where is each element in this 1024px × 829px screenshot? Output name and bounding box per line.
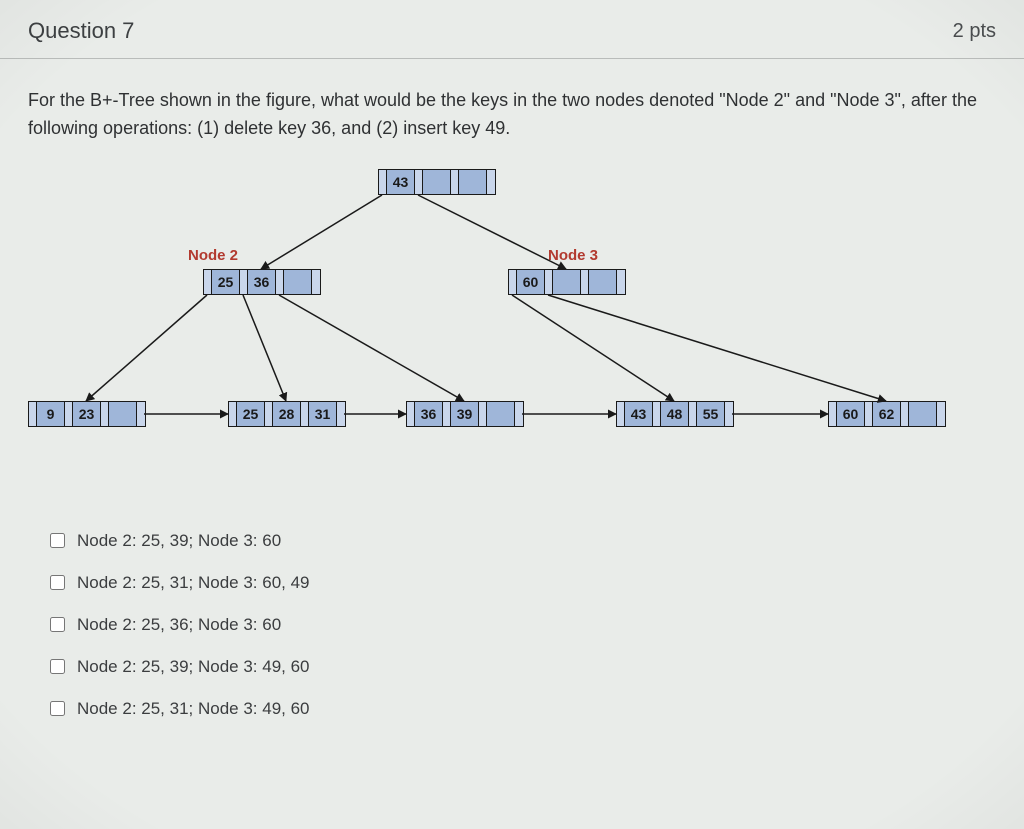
answer-label: Node 2: 25, 39; Node 3: 60 bbox=[77, 531, 281, 551]
answer-option[interactable]: Node 2: 25, 39; Node 3: 60 bbox=[50, 531, 996, 551]
answer-option[interactable]: Node 2: 25, 31; Node 3: 49, 60 bbox=[50, 699, 996, 719]
btree-diagram: 432536Node 260Node 392325283136394348556… bbox=[28, 161, 996, 491]
answer-checkbox[interactable] bbox=[50, 575, 65, 590]
question-header: Question 7 2 pts bbox=[0, 0, 1024, 59]
answer-checkbox[interactable] bbox=[50, 617, 65, 632]
question-card: Question 7 2 pts For the B+-Tree shown i… bbox=[0, 0, 1024, 829]
question-prompt: For the B+-Tree shown in the figure, wha… bbox=[28, 87, 996, 143]
answer-checkbox[interactable] bbox=[50, 659, 65, 674]
question-title: Question 7 bbox=[28, 18, 134, 44]
question-body: For the B+-Tree shown in the figure, wha… bbox=[0, 59, 1024, 719]
answer-label: Node 2: 25, 31; Node 3: 49, 60 bbox=[77, 699, 310, 719]
answer-checkbox[interactable] bbox=[50, 533, 65, 548]
answer-option[interactable]: Node 2: 25, 31; Node 3: 60, 49 bbox=[50, 573, 996, 593]
answer-checkbox[interactable] bbox=[50, 701, 65, 716]
answer-option[interactable]: Node 2: 25, 39; Node 3: 49, 60 bbox=[50, 657, 996, 677]
answer-label: Node 2: 25, 39; Node 3: 49, 60 bbox=[77, 657, 310, 677]
answer-label: Node 2: 25, 31; Node 3: 60, 49 bbox=[77, 573, 310, 593]
answer-options: Node 2: 25, 39; Node 3: 60 Node 2: 25, 31… bbox=[28, 531, 996, 719]
answer-option[interactable]: Node 2: 25, 36; Node 3: 60 bbox=[50, 615, 996, 635]
answer-label: Node 2: 25, 36; Node 3: 60 bbox=[77, 615, 281, 635]
edges-layer bbox=[28, 161, 996, 491]
question-points: 2 pts bbox=[953, 20, 996, 43]
